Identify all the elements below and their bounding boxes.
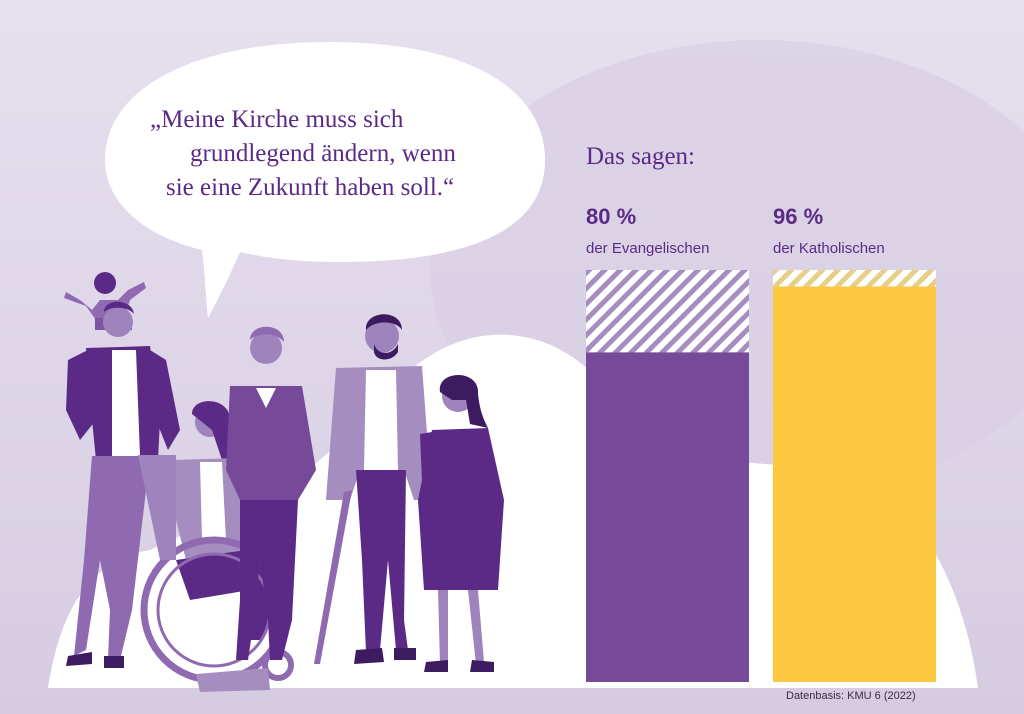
- bar-remainder-katholisch: [773, 270, 936, 287]
- data-source-note: Datenbasis: KMU 6 (2022): [786, 690, 916, 702]
- quote-line-1: „Meine Kirche muss sich: [150, 106, 404, 133]
- people-illustration: [64, 272, 504, 692]
- category-label-evangelisch: der Evangelischen: [586, 240, 710, 257]
- man-left-figure: [66, 301, 180, 668]
- quote-line-2: grundlegend ändern, wenn: [190, 140, 456, 167]
- speech-bubble: [105, 42, 545, 318]
- bar-katholisch: [773, 286, 936, 682]
- quote-line-3: sie eine Zukunft haben soll.“: [166, 174, 455, 201]
- category-label-katholisch: der Katholischen: [773, 240, 885, 257]
- man-middle-figure: [226, 326, 316, 660]
- value-label-katholisch: 96 %: [773, 204, 824, 229]
- bar-remainder-evangelisch: [586, 270, 749, 353]
- chart-title: Das sagen:: [586, 143, 695, 170]
- speech-bubble-quote: „Meine Kirche muss sich grundlegend ände…: [150, 103, 520, 205]
- value-label-evangelisch: 80 %: [586, 204, 637, 229]
- bar-evangelisch: [586, 352, 749, 682]
- man-cane-figure: [314, 314, 432, 664]
- woman-right-figure: [418, 375, 504, 672]
